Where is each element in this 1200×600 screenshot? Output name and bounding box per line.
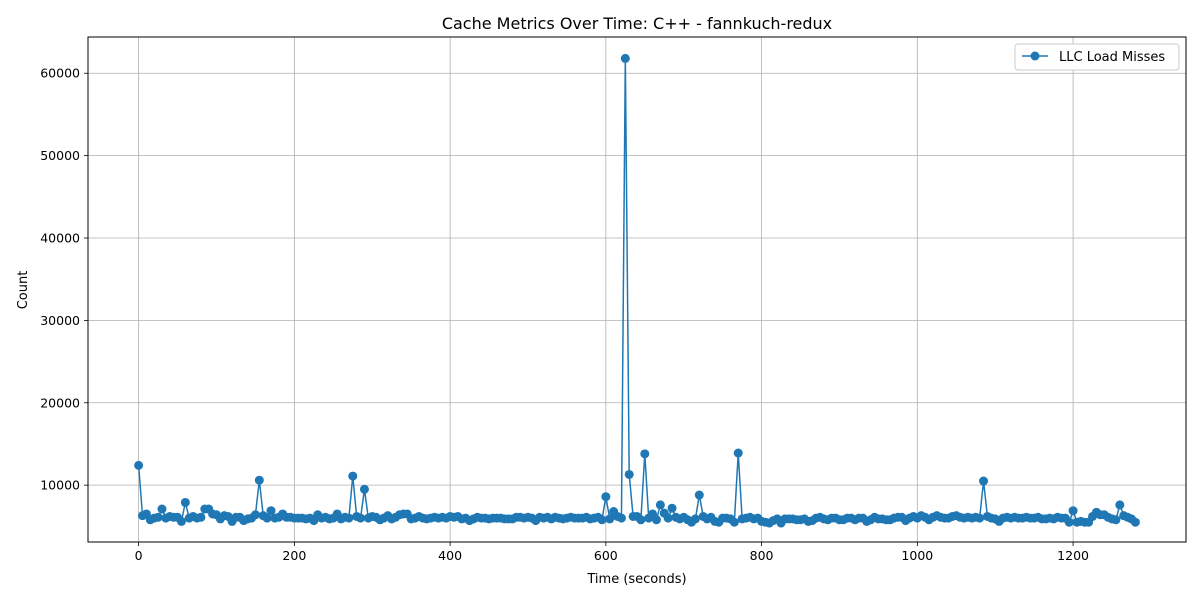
- data-point: [359, 484, 369, 494]
- data-point: [651, 515, 661, 525]
- x-tick-label: 800: [750, 548, 774, 563]
- y-tick-label: 40000: [40, 231, 80, 246]
- x-tick-label: 600: [594, 548, 618, 563]
- y-tick-label: 30000: [40, 313, 80, 328]
- data-point: [1111, 515, 1121, 525]
- data-point: [262, 513, 272, 523]
- data-point: [157, 504, 167, 514]
- data-point: [254, 475, 264, 485]
- y-axis-label: Count: [16, 271, 31, 310]
- x-tick-label: 1200: [1057, 548, 1089, 563]
- data-point: [597, 515, 607, 525]
- data-point: [1115, 500, 1125, 510]
- y-tick-label: 60000: [40, 66, 80, 81]
- y-tick-label: 20000: [40, 395, 80, 410]
- data-point: [601, 492, 611, 502]
- x-axis-label: Time (seconds): [586, 572, 686, 587]
- chart-title: Cache Metrics Over Time: C++ - fannkuch-…: [442, 14, 832, 33]
- data-point: [1130, 517, 1140, 527]
- y-axis: 10000 20000 30000 40000 50000 60000: [40, 66, 88, 493]
- data-point: [250, 510, 260, 520]
- data-point: [690, 514, 700, 524]
- data-point: [667, 503, 677, 513]
- data-point: [344, 513, 354, 523]
- data-point: [663, 513, 673, 523]
- y-tick-label: 50000: [40, 148, 80, 163]
- data-point: [729, 517, 739, 527]
- legend: LLC Load Misses: [1014, 43, 1180, 71]
- series-llc-load-misses: [134, 53, 1140, 528]
- legend-label: LLC Load Misses: [1059, 50, 1165, 65]
- data-point: [605, 514, 615, 524]
- x-tick-label: 400: [438, 548, 462, 563]
- legend-box: [1014, 43, 1180, 71]
- y-tick-label: 10000: [40, 478, 80, 493]
- data-point: [655, 500, 665, 510]
- data-point: [975, 513, 985, 523]
- data-point: [266, 506, 276, 516]
- data-point: [196, 512, 206, 522]
- legend-marker: [1030, 51, 1040, 61]
- x-axis: 0 200 400 600 800 1000 1200: [135, 542, 1089, 563]
- data-point: [356, 513, 366, 523]
- data-point: [180, 497, 190, 507]
- data-point: [616, 513, 626, 523]
- data-point: [624, 469, 634, 479]
- plot-frame: [87, 36, 1187, 543]
- data-point: [134, 460, 144, 470]
- data-point: [1064, 517, 1074, 527]
- grid: [88, 37, 1186, 542]
- data-point: [694, 490, 704, 500]
- data-point: [620, 53, 630, 63]
- data-point: [348, 471, 358, 481]
- data-point: [153, 512, 163, 522]
- data-point: [176, 516, 186, 526]
- data-point: [636, 515, 646, 525]
- x-tick-label: 200: [282, 548, 306, 563]
- data-point: [979, 476, 989, 486]
- data-point: [1068, 506, 1078, 516]
- data-point: [733, 448, 743, 458]
- data-point: [640, 449, 650, 459]
- x-tick-label: 1000: [901, 548, 933, 563]
- x-tick-label: 0: [135, 548, 143, 563]
